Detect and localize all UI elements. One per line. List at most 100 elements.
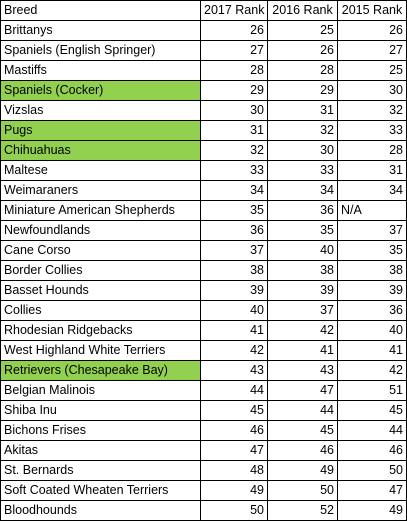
breed-cell[interactable]: Pugs bbox=[0, 120, 201, 141]
breed-cell[interactable]: Mastiffs bbox=[0, 60, 201, 81]
header-breed[interactable]: Breed bbox=[0, 0, 201, 21]
rank-2015-cell[interactable]: N/A bbox=[337, 200, 407, 221]
rank-2017-cell[interactable]: 50 bbox=[200, 500, 268, 521]
rank-2017-cell[interactable]: 49 bbox=[200, 480, 268, 501]
rank-2017-cell[interactable]: 44 bbox=[200, 380, 268, 401]
breed-cell[interactable]: Newfoundlands bbox=[0, 220, 201, 241]
breed-cell[interactable]: Shiba Inu bbox=[0, 400, 201, 421]
rank-2015-cell[interactable]: 35 bbox=[337, 240, 407, 261]
rank-2016-cell[interactable]: 52 bbox=[267, 500, 338, 521]
rank-2016-cell[interactable]: 41 bbox=[267, 340, 338, 361]
rank-2015-cell[interactable]: 30 bbox=[337, 80, 407, 101]
rank-2016-cell[interactable]: 39 bbox=[267, 280, 338, 301]
rank-2016-cell[interactable]: 44 bbox=[267, 400, 338, 421]
breed-cell[interactable]: Collies bbox=[0, 300, 201, 321]
rank-2015-cell[interactable]: 39 bbox=[337, 280, 407, 301]
rank-2016-cell[interactable]: 38 bbox=[267, 260, 338, 281]
rank-2016-cell[interactable]: 40 bbox=[267, 240, 338, 261]
rank-2017-cell[interactable]: 48 bbox=[200, 460, 268, 481]
rank-2017-cell[interactable]: 34 bbox=[200, 180, 268, 201]
rank-2015-cell[interactable]: 50 bbox=[337, 460, 407, 481]
rank-2017-cell[interactable]: 43 bbox=[200, 360, 268, 381]
rank-2016-cell[interactable]: 34 bbox=[267, 180, 338, 201]
rank-2015-cell[interactable]: 46 bbox=[337, 440, 407, 461]
rank-2015-cell[interactable]: 41 bbox=[337, 340, 407, 361]
rank-2015-cell[interactable]: 26 bbox=[337, 20, 407, 41]
rank-2017-cell[interactable]: 32 bbox=[200, 140, 268, 161]
rank-2016-cell[interactable]: 37 bbox=[267, 300, 338, 321]
rank-2017-cell[interactable]: 30 bbox=[200, 100, 268, 121]
rank-2017-cell[interactable]: 35 bbox=[200, 200, 268, 221]
breed-cell[interactable]: Rhodesian Ridgebacks bbox=[0, 320, 201, 341]
rank-2015-cell[interactable]: 31 bbox=[337, 160, 407, 181]
rank-2016-cell[interactable]: 31 bbox=[267, 100, 338, 121]
rank-2017-cell[interactable]: 41 bbox=[200, 320, 268, 341]
rank-2015-cell[interactable]: 25 bbox=[337, 60, 407, 81]
breed-cell[interactable]: Weimaraners bbox=[0, 180, 201, 201]
header-2017-rank[interactable]: 2017 Rank bbox=[200, 0, 268, 21]
rank-2016-cell[interactable]: 50 bbox=[267, 480, 338, 501]
breed-cell[interactable]: Miniature American Shepherds bbox=[0, 200, 201, 221]
rank-2016-cell[interactable]: 49 bbox=[267, 460, 338, 481]
breed-cell[interactable]: Vizslas bbox=[0, 100, 201, 121]
rank-2016-cell[interactable]: 26 bbox=[267, 40, 338, 61]
rank-2015-cell[interactable]: 37 bbox=[337, 220, 407, 241]
rank-2017-cell[interactable]: 42 bbox=[200, 340, 268, 361]
rank-2015-cell[interactable]: 32 bbox=[337, 100, 407, 121]
rank-2015-cell[interactable]: 44 bbox=[337, 420, 407, 441]
rank-2017-cell[interactable]: 28 bbox=[200, 60, 268, 81]
rank-2016-cell[interactable]: 32 bbox=[267, 120, 338, 141]
rank-2015-cell[interactable]: 40 bbox=[337, 320, 407, 341]
rank-2015-cell[interactable]: 33 bbox=[337, 120, 407, 141]
breed-cell[interactable]: Akitas bbox=[0, 440, 201, 461]
breed-cell[interactable]: Soft Coated Wheaten Terriers bbox=[0, 480, 201, 501]
rank-2017-cell[interactable]: 36 bbox=[200, 220, 268, 241]
rank-2016-cell[interactable]: 45 bbox=[267, 420, 338, 441]
breed-cell[interactable]: West Highland White Terriers bbox=[0, 340, 201, 361]
rank-2015-cell[interactable]: 45 bbox=[337, 400, 407, 421]
breed-cell[interactable]: Brittanys bbox=[0, 20, 201, 41]
rank-2016-cell[interactable]: 47 bbox=[267, 380, 338, 401]
rank-2016-cell[interactable]: 46 bbox=[267, 440, 338, 461]
rank-2017-cell[interactable]: 29 bbox=[200, 80, 268, 101]
breed-cell[interactable]: Spaniels (Cocker) bbox=[0, 80, 201, 101]
rank-2017-cell[interactable]: 31 bbox=[200, 120, 268, 141]
header-2016-rank[interactable]: 2016 Rank bbox=[267, 0, 338, 21]
breed-cell[interactable]: Maltese bbox=[0, 160, 201, 181]
rank-2017-cell[interactable]: 47 bbox=[200, 440, 268, 461]
rank-2015-cell[interactable]: 49 bbox=[337, 500, 407, 521]
rank-2015-cell[interactable]: 28 bbox=[337, 140, 407, 161]
rank-2017-cell[interactable]: 38 bbox=[200, 260, 268, 281]
rank-2015-cell[interactable]: 36 bbox=[337, 300, 407, 321]
rank-2017-cell[interactable]: 37 bbox=[200, 240, 268, 261]
rank-2015-cell[interactable]: 34 bbox=[337, 180, 407, 201]
rank-2016-cell[interactable]: 29 bbox=[267, 80, 338, 101]
rank-2015-cell[interactable]: 51 bbox=[337, 380, 407, 401]
rank-2017-cell[interactable]: 27 bbox=[200, 40, 268, 61]
rank-2015-cell[interactable]: 27 bbox=[337, 40, 407, 61]
rank-2016-cell[interactable]: 36 bbox=[267, 200, 338, 221]
breed-cell[interactable]: St. Bernards bbox=[0, 460, 201, 481]
rank-2017-cell[interactable]: 26 bbox=[200, 20, 268, 41]
breed-cell[interactable]: Chihuahuas bbox=[0, 140, 201, 161]
rank-2016-cell[interactable]: 33 bbox=[267, 160, 338, 181]
rank-2015-cell[interactable]: 38 bbox=[337, 260, 407, 281]
rank-2017-cell[interactable]: 33 bbox=[200, 160, 268, 181]
rank-2016-cell[interactable]: 43 bbox=[267, 360, 338, 381]
breed-cell[interactable]: Cane Corso bbox=[0, 240, 201, 261]
rank-2017-cell[interactable]: 39 bbox=[200, 280, 268, 301]
breed-cell[interactable]: Bloodhounds bbox=[0, 500, 201, 521]
rank-2017-cell[interactable]: 46 bbox=[200, 420, 268, 441]
breed-cell[interactable]: Bichons Frises bbox=[0, 420, 201, 441]
rank-2016-cell[interactable]: 30 bbox=[267, 140, 338, 161]
breed-cell[interactable]: Spaniels (English Springer) bbox=[0, 40, 201, 61]
rank-2017-cell[interactable]: 45 bbox=[200, 400, 268, 421]
rank-2016-cell[interactable]: 42 bbox=[267, 320, 338, 341]
rank-2016-cell[interactable]: 28 bbox=[267, 60, 338, 81]
breed-cell[interactable]: Retrievers (Chesapeake Bay) bbox=[0, 360, 201, 381]
breed-cell[interactable]: Belgian Malinois bbox=[0, 380, 201, 401]
breed-cell[interactable]: Basset Hounds bbox=[0, 280, 201, 301]
rank-2015-cell[interactable]: 42 bbox=[337, 360, 407, 381]
rank-2016-cell[interactable]: 25 bbox=[267, 20, 338, 41]
rank-2016-cell[interactable]: 35 bbox=[267, 220, 338, 241]
